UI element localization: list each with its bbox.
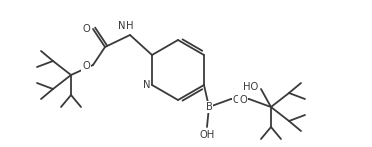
- Text: O: O: [233, 95, 241, 105]
- Text: HO: HO: [243, 82, 258, 92]
- Text: N: N: [118, 21, 125, 31]
- Text: O: O: [239, 95, 247, 105]
- Text: O: O: [82, 61, 90, 71]
- Text: OH: OH: [199, 130, 215, 140]
- Text: N: N: [142, 80, 150, 90]
- Text: O: O: [82, 24, 90, 34]
- Text: H: H: [126, 21, 134, 31]
- Text: B: B: [206, 102, 212, 112]
